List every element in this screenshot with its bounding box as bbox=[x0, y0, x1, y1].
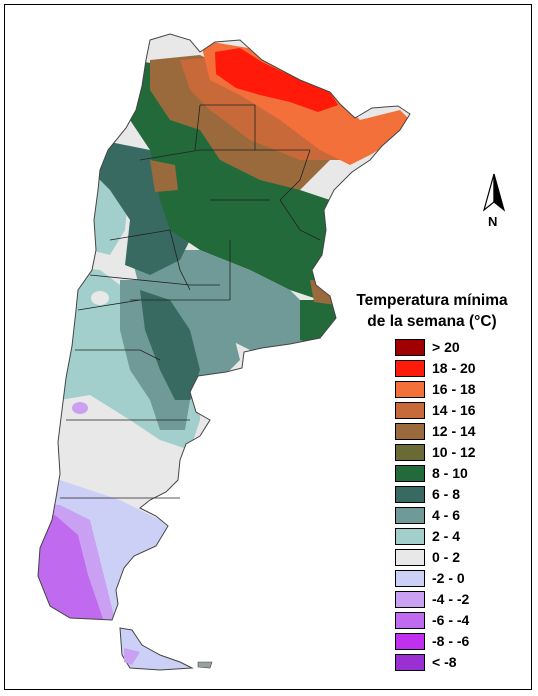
legend-swatch bbox=[395, 360, 425, 377]
legend-swatch bbox=[395, 423, 425, 440]
legend-swatch bbox=[395, 465, 425, 482]
legend-swatch bbox=[395, 633, 425, 650]
legend-label: -2 - 0 bbox=[432, 570, 465, 586]
legend-label: 6 - 8 bbox=[432, 486, 461, 502]
legend-label: -4 - -2 bbox=[432, 591, 470, 607]
legend-label: > 20 bbox=[432, 339, 460, 355]
legend-label: 0 - 2 bbox=[432, 549, 461, 565]
legend-title-line2: de la semana (°C) bbox=[367, 313, 497, 330]
north-arrow: N bbox=[476, 172, 512, 232]
legend-label: 8 - 10 bbox=[432, 465, 468, 481]
legend-title-line1: Temperatura mínima bbox=[356, 292, 508, 309]
isla-de-los-estados bbox=[197, 661, 213, 669]
legend-label: 18 - 20 bbox=[432, 360, 476, 376]
legend-label: 16 - 18 bbox=[432, 381, 476, 397]
north-arrow-icon bbox=[482, 173, 506, 212]
legend-swatch bbox=[395, 339, 425, 356]
legend-label: 4 - 6 bbox=[432, 507, 461, 523]
legend-swatch bbox=[395, 402, 425, 419]
north-label: N bbox=[488, 214, 498, 229]
legend-label: 2 - 4 bbox=[432, 528, 461, 544]
legend-swatch bbox=[395, 612, 425, 629]
legend-swatch bbox=[395, 381, 425, 398]
tierra-del-fuego-cold-zone bbox=[124, 648, 140, 665]
legend-label: -8 - -6 bbox=[432, 633, 470, 649]
country-outline bbox=[37, 33, 411, 621]
legend-label: 10 - 12 bbox=[432, 444, 476, 460]
legend-swatch bbox=[395, 486, 425, 503]
legend: Temperatura mínima de la semana (°C) > 2… bbox=[342, 290, 532, 671]
legend-swatch bbox=[395, 549, 425, 566]
legend-swatch bbox=[395, 654, 425, 671]
legend-label: -6 - -4 bbox=[432, 612, 470, 628]
legend-label: 14 - 16 bbox=[432, 402, 476, 418]
legend-swatch bbox=[395, 591, 425, 608]
legend-swatch bbox=[395, 528, 425, 545]
legend-swatch bbox=[395, 444, 425, 461]
legend-label: < -8 bbox=[432, 654, 457, 670]
legend-swatch bbox=[395, 570, 425, 587]
legend-swatch bbox=[395, 507, 425, 524]
legend-title: Temperatura mínima de la semana (°C) bbox=[342, 290, 522, 332]
legend-label: 12 - 14 bbox=[432, 423, 476, 439]
province-borders bbox=[60, 104, 321, 499]
